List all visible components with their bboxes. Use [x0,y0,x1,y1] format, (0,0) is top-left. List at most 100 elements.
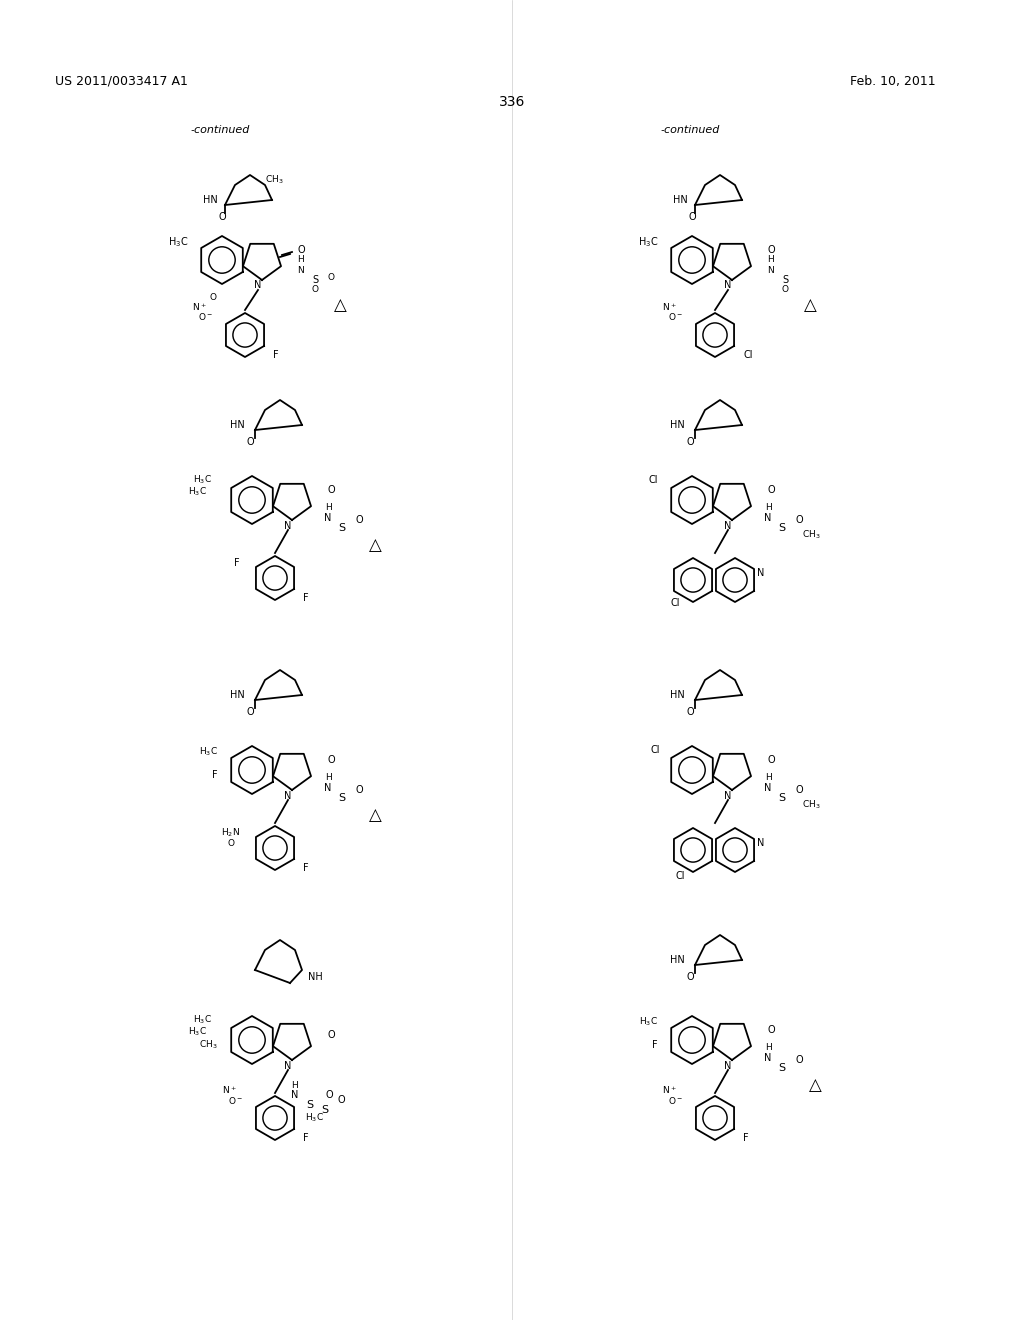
Text: N: N [285,1061,292,1071]
Text: O: O [311,285,318,294]
Text: F: F [652,1040,658,1049]
Text: S: S [312,275,318,285]
Text: △: △ [334,296,346,314]
Text: H$_3$C: H$_3$C [638,235,658,249]
Text: N: N [325,513,332,523]
Text: HN: HN [230,420,245,430]
Text: △: △ [809,1076,821,1094]
Text: O: O [328,484,336,495]
Text: H$_3$C: H$_3$C [639,1016,658,1028]
Text: O$^-$: O$^-$ [228,1094,243,1106]
Text: N: N [291,1090,299,1100]
Text: F: F [234,558,240,568]
Text: CH$_3$: CH$_3$ [802,529,820,541]
Text: H$_3$C: H$_3$C [188,486,207,498]
Text: H$_2$N: H$_2$N [221,826,240,840]
Text: Cl: Cl [648,475,658,484]
Text: H$_3$C: H$_3$C [194,1014,212,1026]
Text: O: O [768,246,775,255]
Text: H
N: H N [767,255,773,275]
Text: F: F [303,1133,308,1143]
Text: F: F [303,593,308,603]
Text: O: O [686,972,694,982]
Text: N$^+$: N$^+$ [222,1084,237,1096]
Text: N: N [764,513,772,523]
Text: N: N [254,280,262,290]
Text: H: H [765,1044,771,1052]
Text: N: N [757,568,764,578]
Text: N: N [724,280,732,290]
Text: O$^-$: O$^-$ [668,1094,683,1106]
Text: 336: 336 [499,95,525,110]
Text: S: S [782,275,788,285]
Text: CH$_3$: CH$_3$ [802,799,820,812]
Text: N: N [764,1053,772,1063]
Text: Cl: Cl [676,871,685,880]
Text: O: O [246,708,254,717]
Text: NH: NH [308,972,323,982]
Text: N$^+$: N$^+$ [193,301,207,313]
Text: -continued: -continued [660,125,720,135]
Text: O: O [218,213,226,222]
Text: O: O [768,484,775,495]
Text: H$_3$C: H$_3$C [199,746,218,758]
Text: O: O [795,785,803,795]
Text: O: O [795,1055,803,1065]
Text: HN: HN [671,690,685,700]
Text: H$_3$C: H$_3$C [194,474,212,486]
Text: N: N [724,1061,732,1071]
Text: N: N [764,783,772,793]
Text: O$^-$: O$^-$ [198,312,213,322]
Text: O: O [325,1090,333,1100]
Text: H$_3$C: H$_3$C [188,1026,207,1039]
Text: N: N [285,791,292,801]
Text: H
N: H N [297,255,303,275]
Text: O: O [355,515,362,525]
Text: -continued: -continued [190,125,250,135]
Text: O: O [768,1026,775,1035]
Text: H: H [325,774,332,783]
Text: H: H [292,1081,298,1089]
Text: N$^+$: N$^+$ [663,301,677,313]
Text: Cl: Cl [743,350,753,360]
Text: N: N [724,791,732,801]
Text: US 2011/0033417 A1: US 2011/0033417 A1 [55,75,187,88]
Text: F: F [303,863,308,873]
Text: HN: HN [230,690,245,700]
Text: HN: HN [671,420,685,430]
Text: S: S [778,793,785,803]
Text: O: O [228,838,234,847]
Text: F: F [273,350,279,360]
Text: CH$_3$: CH$_3$ [200,1039,218,1051]
Text: O: O [355,785,362,795]
Text: HN: HN [673,195,688,205]
Text: F: F [743,1133,749,1143]
Text: O: O [328,755,336,766]
Text: N: N [285,521,292,531]
Text: N: N [724,521,732,531]
Text: Feb. 10, 2011: Feb. 10, 2011 [850,75,936,88]
Text: S: S [778,523,785,533]
Text: O: O [338,1096,346,1105]
Text: O: O [686,708,694,717]
Text: △: △ [369,807,381,824]
Text: △: △ [369,536,381,554]
Text: O: O [210,293,217,301]
Text: F: F [212,770,218,780]
Text: O: O [795,515,803,525]
Text: O: O [246,437,254,447]
Text: N: N [757,838,764,847]
Text: O: O [298,246,305,255]
Text: N: N [325,783,332,793]
Text: H$_3$C: H$_3$C [305,1111,324,1125]
Text: N$^+$: N$^+$ [663,1084,677,1096]
Text: S: S [322,1105,329,1115]
Text: S: S [339,793,345,803]
Text: H: H [325,503,332,512]
Text: O: O [768,755,775,766]
Text: O: O [328,273,335,282]
Text: H: H [765,503,771,512]
Text: HN: HN [671,954,685,965]
Text: △: △ [804,296,816,314]
Text: O$^-$: O$^-$ [668,312,683,322]
